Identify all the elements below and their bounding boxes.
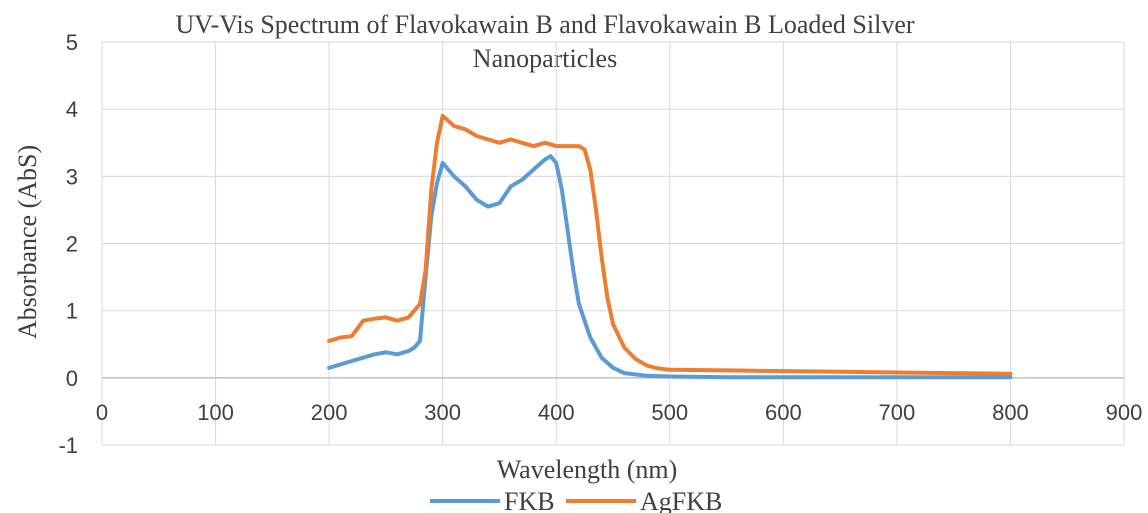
y-tick-label: 0 — [66, 366, 78, 391]
series-line-fkb — [327, 154, 1013, 380]
x-tick-label: 800 — [992, 400, 1029, 425]
x-tick-label: 600 — [765, 400, 802, 425]
grid-layer — [101, 41, 1125, 446]
y-tick-label: 1 — [66, 299, 78, 324]
x-tick-label: 900 — [1106, 400, 1143, 425]
x-tick-label: 0 — [96, 400, 108, 425]
y-tick-label: 3 — [66, 164, 78, 189]
x-tick-label: 200 — [311, 400, 348, 425]
y-axis-label: Absorbance (AbS) — [13, 145, 42, 339]
series-layer — [327, 113, 1013, 380]
y-tick-labels: -1 0 1 2 3 4 5 — [58, 30, 78, 458]
x-tick-label: 100 — [197, 400, 234, 425]
x-tick-labels: 0 100 200 300 400 500 600 700 800 900 — [96, 400, 1142, 425]
x-tick-label: 700 — [879, 400, 916, 425]
y-tick-label: 5 — [66, 30, 78, 55]
x-tick-label: 300 — [424, 400, 461, 425]
legend-label-agfkb: AgFKB — [640, 487, 722, 513]
legend-label-fkb: FKB — [504, 487, 555, 513]
x-tick-label: 400 — [538, 400, 575, 425]
chart-title-line2: Nanoparticles — [473, 44, 617, 73]
legend: FKB AgFKB — [430, 487, 722, 513]
x-axis-label: Wavelength (nm) — [497, 455, 678, 484]
x-tick-label: 500 — [651, 400, 688, 425]
chart-title-line1: UV-Vis Spectrum of Flavokawain B and Fla… — [175, 10, 914, 39]
y-tick-label: -1 — [58, 433, 78, 458]
series-line-agfkb — [327, 113, 1013, 376]
y-tick-label: 4 — [66, 97, 78, 122]
y-tick-label: 2 — [66, 232, 78, 257]
